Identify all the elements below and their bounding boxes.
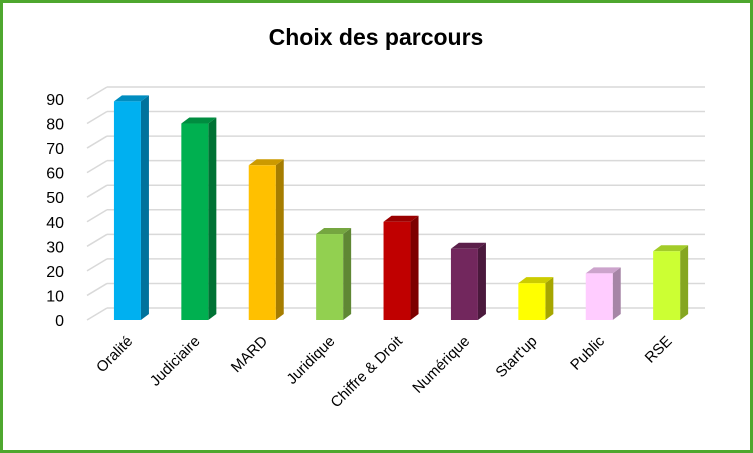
gridline-depth xyxy=(86,209,108,223)
bar-4 xyxy=(383,215,419,320)
bar-top xyxy=(585,267,621,274)
bar xyxy=(248,165,276,320)
y-tick-label: 30 xyxy=(46,239,64,256)
y-tick-label: 50 xyxy=(46,190,64,207)
x-tick-label: MARD xyxy=(228,333,271,376)
bar xyxy=(653,251,681,320)
gridline-depth xyxy=(86,159,108,174)
y-tick-label: 60 xyxy=(46,166,64,183)
bar-side xyxy=(275,159,284,320)
bar-1 xyxy=(181,117,217,321)
bar-top xyxy=(518,277,554,284)
bar-8 xyxy=(653,245,689,320)
bar xyxy=(450,248,478,320)
y-tick-label: 80 xyxy=(46,117,64,134)
bar xyxy=(181,123,209,321)
bar-top xyxy=(316,228,352,235)
x-tick-label: Juridique xyxy=(283,333,338,388)
bar-top xyxy=(113,95,149,102)
bar xyxy=(316,234,344,320)
x-tick-label: Public xyxy=(567,332,608,373)
x-tick-label: Numérique xyxy=(409,333,473,397)
gridline-depth xyxy=(86,135,108,149)
gridline-depth xyxy=(86,258,108,272)
y-tick-label: 10 xyxy=(46,288,64,305)
gridline-depth xyxy=(86,307,108,321)
bar-top xyxy=(383,215,419,222)
bar-5 xyxy=(450,242,486,320)
gridline-depth xyxy=(86,86,108,100)
bar xyxy=(585,273,613,320)
bar-side xyxy=(612,267,621,320)
bar-7 xyxy=(585,267,621,320)
y-tick-label: 0 xyxy=(55,313,64,330)
y-tick-label: 70 xyxy=(46,141,64,158)
x-tick-label: Oralité xyxy=(93,333,136,376)
bar-side xyxy=(343,228,352,320)
bar-top xyxy=(248,159,284,166)
x-tick-label: RSE xyxy=(642,333,676,367)
gridline-depth xyxy=(86,282,108,297)
y-tick-label: 20 xyxy=(46,264,64,281)
gridline-depth xyxy=(86,110,108,125)
y-tick-label: 90 xyxy=(46,92,64,109)
bar-3 xyxy=(316,228,352,320)
chart-title: Choix des parcours xyxy=(269,24,484,50)
bar-side xyxy=(545,277,554,320)
bar xyxy=(518,283,546,320)
gridline-depth xyxy=(86,184,108,198)
bar xyxy=(383,221,411,320)
bar-side xyxy=(208,117,217,321)
bar-0 xyxy=(113,95,149,320)
y-tick-label: 40 xyxy=(46,215,64,232)
x-tick-label: Chiffre & Droit xyxy=(327,332,406,411)
gridline-depth xyxy=(86,233,108,247)
bar xyxy=(113,101,141,320)
bar-top xyxy=(181,117,217,124)
bar-6 xyxy=(518,277,554,320)
bar-side xyxy=(477,242,486,320)
bar-top xyxy=(653,245,689,252)
bar-side xyxy=(140,95,149,320)
bar-2 xyxy=(248,159,284,320)
x-tick-label: Judiciaire xyxy=(147,333,204,390)
bar-top xyxy=(450,242,486,249)
bar-side xyxy=(410,215,419,320)
bar-side xyxy=(680,245,689,320)
x-tick-label: Start'up xyxy=(492,333,540,381)
